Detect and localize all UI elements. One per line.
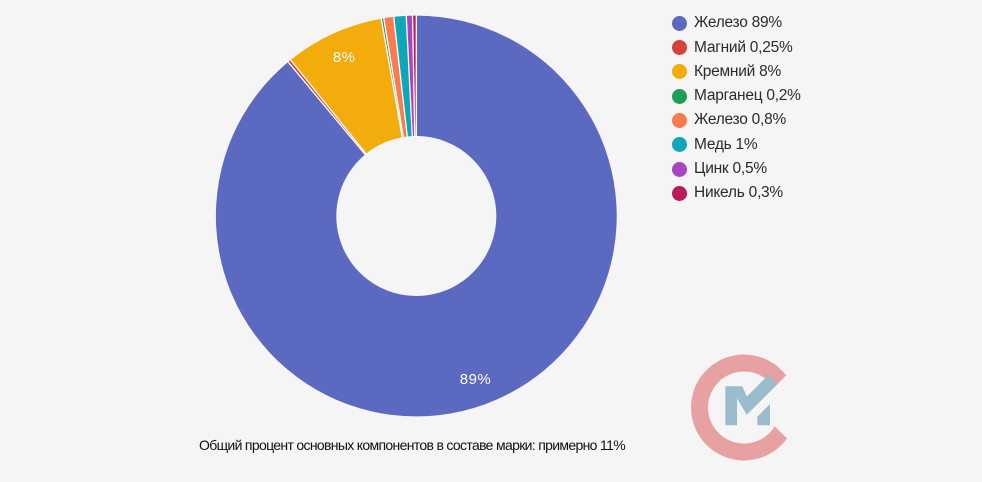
svg-text:89%: 89% — [460, 371, 492, 388]
svg-text:8%: 8% — [333, 49, 356, 66]
